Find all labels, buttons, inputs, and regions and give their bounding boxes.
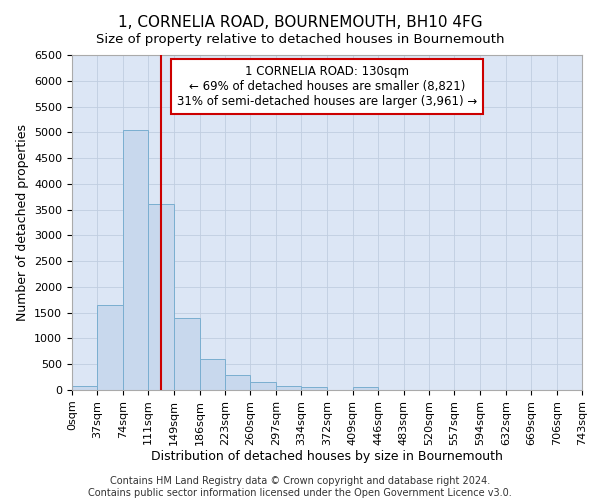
Y-axis label: Number of detached properties: Number of detached properties [16, 124, 29, 321]
Bar [301, 387, 328, 390]
Bar [250, 382, 276, 390]
Bar [353, 387, 378, 390]
Text: 1 CORNELIA ROAD: 130sqm
← 69% of detached houses are smaller (8,821)
31% of semi: 1 CORNELIA ROAD: 130sqm ← 69% of detache… [177, 65, 477, 108]
Bar [97, 305, 123, 390]
Bar [148, 204, 174, 390]
Bar [123, 130, 148, 390]
Text: Contains HM Land Registry data © Crown copyright and database right 2024.
Contai: Contains HM Land Registry data © Crown c… [88, 476, 512, 498]
Text: 1, CORNELIA ROAD, BOURNEMOUTH, BH10 4FG: 1, CORNELIA ROAD, BOURNEMOUTH, BH10 4FG [118, 15, 482, 30]
Bar [276, 386, 301, 390]
Bar [200, 359, 225, 390]
Bar [174, 318, 200, 390]
Bar [72, 386, 97, 390]
Bar [225, 374, 250, 390]
Text: Size of property relative to detached houses in Bournemouth: Size of property relative to detached ho… [96, 32, 504, 46]
X-axis label: Distribution of detached houses by size in Bournemouth: Distribution of detached houses by size … [151, 450, 503, 464]
